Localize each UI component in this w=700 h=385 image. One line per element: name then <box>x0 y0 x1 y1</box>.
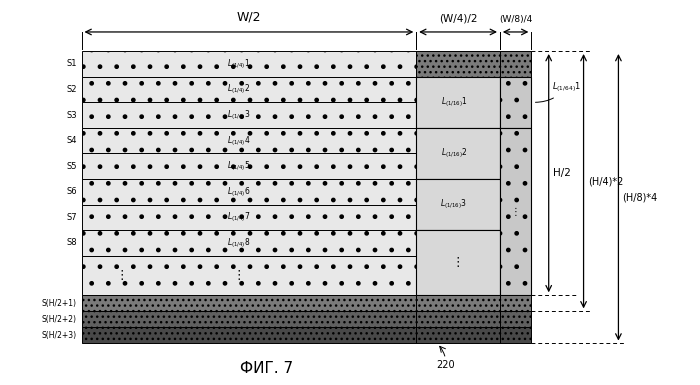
Text: $L_{(1/64)}1$: $L_{(1/64)}1$ <box>536 80 582 102</box>
Bar <box>82 128 416 153</box>
Bar <box>82 153 416 179</box>
Bar <box>416 311 500 327</box>
Text: ⋮: ⋮ <box>452 256 464 269</box>
Text: S3: S3 <box>66 110 77 119</box>
Bar <box>82 311 416 327</box>
Text: ⋮: ⋮ <box>232 269 245 282</box>
Bar <box>500 128 531 295</box>
Text: $L_{(1/16)}3$: $L_{(1/16)}3$ <box>440 198 468 211</box>
Bar <box>416 230 500 295</box>
Bar <box>82 77 416 102</box>
Bar <box>500 311 531 327</box>
Bar <box>416 51 500 77</box>
Bar <box>500 327 531 343</box>
Text: S7: S7 <box>66 213 77 222</box>
Bar <box>82 102 416 128</box>
Text: ФИГ. 7: ФИГ. 7 <box>240 361 293 376</box>
Bar <box>82 51 416 77</box>
Text: $L_{(1/4)}2$: $L_{(1/4)}2$ <box>228 82 251 96</box>
Text: $L_{(1/16)}1$: $L_{(1/16)}1$ <box>440 95 467 109</box>
Bar <box>500 51 531 77</box>
Bar <box>416 327 500 343</box>
Text: H/2: H/2 <box>553 168 570 178</box>
Text: $L_{(1/4)}7$: $L_{(1/4)}7$ <box>227 211 251 224</box>
Bar <box>82 295 416 311</box>
Text: $L_{(1/16)}2$: $L_{(1/16)}2$ <box>440 147 467 160</box>
Text: ⋮: ⋮ <box>511 206 521 216</box>
Bar <box>82 204 416 230</box>
Bar <box>82 179 416 204</box>
Text: S(H/2+3): S(H/2+3) <box>41 331 77 340</box>
Text: (H/8)*4: (H/8)*4 <box>622 192 658 202</box>
Text: 220: 220 <box>436 360 455 370</box>
Bar <box>416 128 500 179</box>
Text: S6: S6 <box>66 187 77 196</box>
Text: S8: S8 <box>66 238 77 248</box>
Text: (H/4)*2: (H/4)*2 <box>588 176 623 186</box>
Text: (W/4)/2: (W/4)/2 <box>439 13 477 23</box>
Text: $L_{(1/4)}6$: $L_{(1/4)}6$ <box>227 185 251 199</box>
Text: S2: S2 <box>66 85 77 94</box>
Bar <box>82 256 416 295</box>
Text: S1: S1 <box>66 59 77 69</box>
Text: $L_{(1/4)}3$: $L_{(1/4)}3$ <box>227 108 251 122</box>
Bar <box>82 230 416 256</box>
Text: $L_{(1/4)}4$: $L_{(1/4)}4$ <box>227 134 251 147</box>
Text: S4: S4 <box>66 136 77 145</box>
Text: $L_{(1/4)}5$: $L_{(1/4)}5$ <box>227 159 251 173</box>
Bar <box>500 295 531 311</box>
Bar <box>82 327 416 343</box>
Text: W/2: W/2 <box>237 10 261 23</box>
Bar <box>416 179 500 230</box>
Text: S5: S5 <box>66 162 77 171</box>
Text: $L_{(1/4)}1$: $L_{(1/4)}1$ <box>228 57 251 71</box>
Bar <box>500 77 531 128</box>
Text: S(H/2+1): S(H/2+1) <box>42 299 77 308</box>
Bar <box>416 295 500 311</box>
Text: S(H/2+2): S(H/2+2) <box>42 315 77 324</box>
Text: $L_{(1/4)}8$: $L_{(1/4)}8$ <box>227 236 251 250</box>
Text: (W/8)/4: (W/8)/4 <box>499 15 532 23</box>
Text: ⋮: ⋮ <box>116 269 128 282</box>
Bar <box>416 77 500 128</box>
